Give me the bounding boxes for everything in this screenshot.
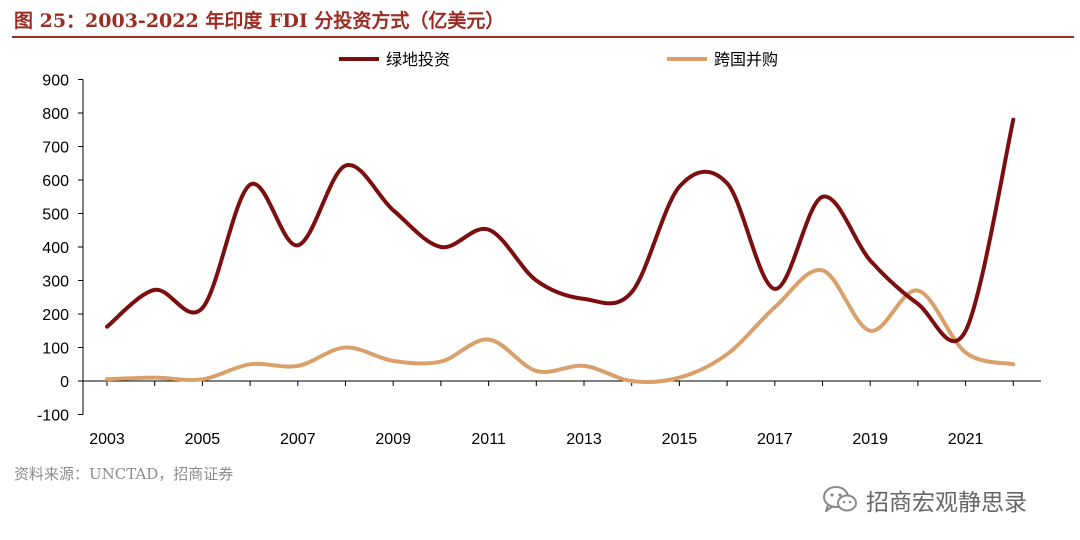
y-tick-label: 600	[42, 173, 69, 190]
x-tick-label: 2013	[566, 431, 602, 448]
x-tick-label: 2021	[948, 431, 984, 448]
y-tick-label: 500	[42, 207, 69, 224]
y-tick-label: 100	[42, 341, 69, 358]
x-tick-label: 2005	[185, 431, 221, 448]
source-note: 资料来源：UNCTAD，招商证券	[14, 465, 234, 483]
y-tick-label: 300	[42, 274, 69, 291]
y-tick-label: 900	[42, 73, 69, 90]
chart-legend: 绿地投资 跨国并购	[339, 50, 778, 69]
y-tick-label: 400	[42, 240, 69, 257]
y-tick-label: -100	[37, 408, 69, 425]
x-tick-label: 2015	[662, 431, 698, 448]
x-tick-label: 2019	[852, 431, 888, 448]
y-tick-label: 0	[60, 374, 69, 391]
series-line-greenfield	[105, 117, 1016, 344]
page-title: 图 25：2003-2022 年印度 FDI 分投资方式（亿美元）	[14, 10, 505, 32]
x-tick-label: 2017	[757, 431, 793, 448]
x-tick-label: 2009	[375, 431, 411, 448]
series-layer	[105, 117, 1016, 384]
brand-name: 招商宏观静思录	[866, 490, 1027, 516]
y-axis: -100 0 100 200 300 400 500 600 700 800 900	[37, 73, 84, 425]
x-tick-label: 2003	[89, 431, 125, 448]
series-line-ma	[105, 268, 1016, 384]
brand-watermark: 招商宏观静思录	[822, 482, 1027, 518]
title-divider	[12, 36, 1074, 38]
y-tick-label: 200	[42, 307, 69, 324]
legend-label: 绿地投资	[386, 50, 450, 69]
y-tick-label: 700	[42, 140, 69, 157]
y-tick-label: 800	[42, 106, 69, 123]
x-tick-label: 2011	[471, 431, 506, 448]
wechat-icon	[823, 486, 857, 512]
x-axis: 2003 2005 2007 2009 2011 2013 2015 2017 2019 2021	[83, 380, 1041, 448]
x-tick-label: 2007	[280, 431, 316, 448]
legend-label: 跨国并购	[714, 50, 778, 69]
